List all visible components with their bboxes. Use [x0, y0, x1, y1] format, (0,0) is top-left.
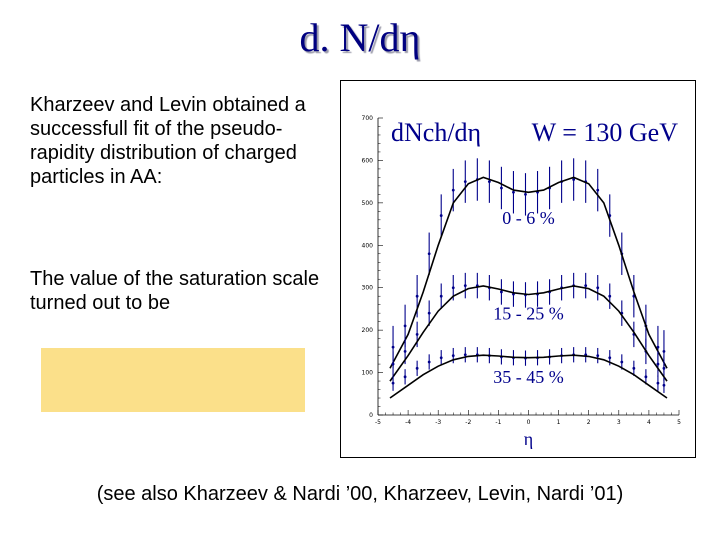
- data-point: [512, 190, 515, 194]
- data-point: [632, 366, 636, 370]
- data-point: [662, 383, 666, 387]
- data-point: [415, 332, 419, 336]
- fit-curve: [389, 176, 668, 369]
- data-point: [644, 375, 648, 379]
- data-point: [620, 360, 624, 364]
- x-tick-label: -2: [465, 419, 471, 426]
- data-point: [439, 294, 443, 298]
- data-point: [662, 349, 666, 353]
- data-point: [391, 345, 395, 349]
- y-tick-label: 600: [362, 157, 374, 164]
- data-point: [463, 284, 467, 287]
- x-tick-label: 4: [647, 419, 651, 426]
- y-tick-label: 300: [362, 285, 374, 292]
- data-point: [572, 178, 576, 181]
- data-point: [427, 360, 431, 364]
- data-point: [427, 311, 431, 315]
- data-point: [596, 188, 600, 192]
- x-tick-label: 1: [557, 419, 561, 426]
- fit-curve: [389, 354, 668, 399]
- data-point: [656, 362, 660, 366]
- data-point: [439, 356, 443, 360]
- data-point: [403, 324, 407, 328]
- data-point: [403, 375, 407, 379]
- data-point: [451, 286, 455, 290]
- x-tick-label: -3: [435, 419, 441, 426]
- intro-paragraph: Kharzeev and Levin obtained a successful…: [30, 94, 306, 188]
- data-point: [596, 354, 600, 357]
- saturation-paragraph: The value of the saturation scale turned…: [30, 268, 320, 314]
- formula-highlight-box: [41, 348, 305, 412]
- data-point: [596, 286, 600, 290]
- data-point: [403, 349, 407, 353]
- x-tick-label: -1: [495, 419, 501, 426]
- data-point: [415, 366, 419, 370]
- data-point: [500, 186, 503, 190]
- x-tick-label: -4: [405, 419, 411, 426]
- dn-deta-chart: -5 -4 -3 -2 -1 0 1 2 3 4 5 0 100 200 300 400 500 600 700 η d…: [362, 115, 682, 449]
- series-label: 0 - 6 %: [502, 208, 555, 228]
- slide-title: d. N/dη: [299, 15, 421, 60]
- data-point: [662, 366, 666, 370]
- data-point: [391, 362, 395, 366]
- data-point: [391, 381, 395, 385]
- y-tick-label: 200: [362, 327, 374, 334]
- data-point: [427, 252, 431, 256]
- footnote: (see also Kharzeev & Nardi ’00, Kharzeev…: [96, 483, 624, 505]
- data-point: [439, 214, 443, 217]
- data-point: [500, 290, 503, 294]
- y-tick-label: 100: [362, 370, 374, 377]
- data-point: [656, 345, 660, 349]
- data-point: [608, 294, 612, 298]
- series-label: 35 - 45 %: [493, 367, 564, 387]
- data-point: [451, 188, 455, 192]
- data-point: [415, 294, 419, 298]
- y-tick-label: 700: [362, 115, 374, 122]
- chart-title-right: W = 130 GeV: [532, 118, 679, 147]
- fit-curve: [389, 285, 668, 382]
- data-point: [463, 353, 467, 357]
- chart-title-left: dNch/dη: [391, 118, 481, 147]
- x-tick-label: 5: [677, 419, 681, 426]
- y-tick-label: 0: [369, 412, 373, 419]
- data-point: [451, 354, 455, 357]
- x-axis-label: η: [524, 429, 533, 449]
- data-point: [524, 192, 527, 196]
- data-point: [656, 381, 660, 385]
- x-tick-label: 0: [527, 419, 531, 426]
- data-point: [487, 180, 491, 184]
- data-point: [463, 180, 467, 184]
- x-tick-label: 2: [587, 419, 591, 426]
- x-tick-label: 3: [617, 419, 621, 426]
- data-point: [608, 356, 612, 360]
- chart-frame: -5 -4 -3 -2 -1 0 1 2 3 4 5 0 100 200 300 400 500 600 700 η d…: [340, 80, 696, 458]
- y-tick-label: 400: [362, 242, 374, 249]
- x-tick-label: -5: [375, 419, 381, 426]
- y-tick-label: 500: [362, 200, 374, 207]
- series-label: 15 - 25 %: [493, 304, 564, 324]
- data-point: [584, 284, 588, 287]
